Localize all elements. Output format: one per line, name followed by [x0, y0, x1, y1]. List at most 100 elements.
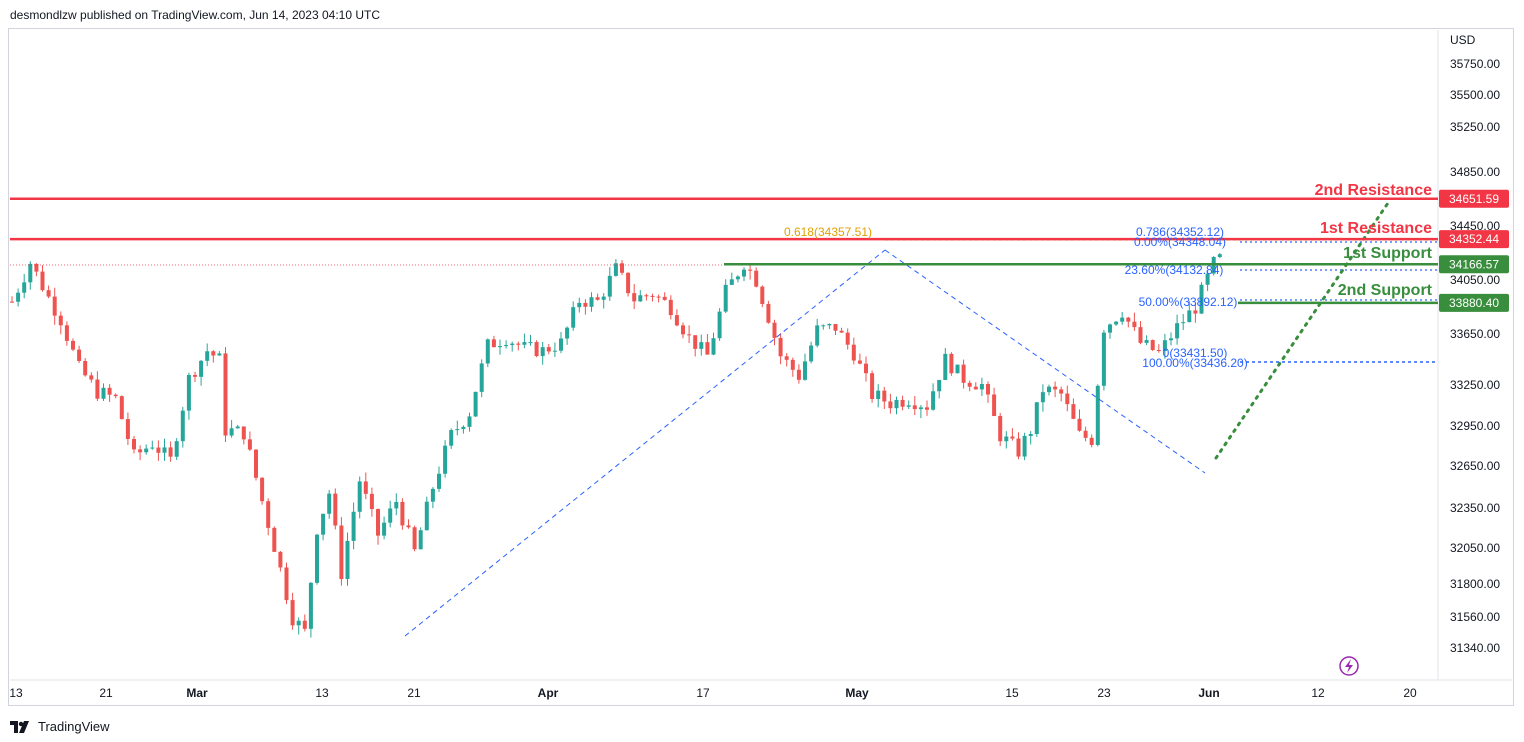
candle-body [16, 292, 21, 302]
time-tick-label: 21 [99, 686, 113, 700]
candle-body [1217, 254, 1222, 258]
candle-body [260, 477, 265, 502]
lightning-icon[interactable] [1339, 656, 1359, 676]
candle-body [681, 325, 685, 335]
candle-body [559, 338, 563, 351]
candle-body [943, 353, 948, 380]
candle-body [498, 346, 502, 348]
time-tick-label: 21 [407, 686, 421, 700]
candle-body [1108, 324, 1112, 333]
brand-name: TradingView [38, 719, 110, 734]
candle-body [424, 501, 429, 531]
candle-body [760, 286, 765, 304]
candle-body [266, 501, 271, 528]
tradingview-logo-icon [10, 720, 29, 733]
time-axis[interactable]: 13 21 Mar 13 21 Apr 17 May 15 23 Jun 12 20 [9, 686, 1417, 700]
candle-body [729, 279, 734, 285]
candle-body [1193, 310, 1198, 314]
candle-body [400, 501, 405, 526]
candle-body [1156, 349, 1161, 352]
candle-body [723, 284, 728, 312]
candle-body [583, 302, 588, 307]
candle-body [339, 525, 344, 580]
candle-body [803, 361, 807, 380]
candle-body [1053, 386, 1058, 390]
price-tick-label: 32950.00 [1450, 419, 1500, 433]
time-tick-label: 13 [315, 686, 329, 700]
candle-body [345, 540, 350, 580]
price-tick-label: 34050.00 [1450, 273, 1500, 287]
candle-body [986, 384, 990, 395]
candle-body [119, 396, 124, 420]
trendline-support[interactable] [1214, 198, 1392, 460]
fib-level-label: 0(33431.50) [1163, 346, 1228, 360]
candle-body [961, 364, 966, 383]
candle-body [162, 447, 167, 453]
candle-body [546, 347, 551, 352]
candle-body [613, 263, 618, 276]
candle-body [662, 296, 667, 300]
candle-body [10, 301, 14, 303]
level-price-text: 33880.40 [1449, 296, 1499, 310]
candle-body [833, 323, 838, 331]
price-tick-label: 35500.00 [1450, 88, 1500, 102]
fib-level-label: 0.00%(34348.04) [1134, 235, 1226, 249]
candle-body [1004, 436, 1009, 442]
candle-body [1047, 386, 1051, 393]
fib-level-label: 0.786(34352.12) [1136, 225, 1224, 239]
candle-body [205, 351, 210, 361]
candle-body [595, 297, 600, 300]
candle-body [650, 295, 655, 297]
candle-body [1071, 404, 1076, 419]
candle-body [363, 481, 368, 494]
candle-body [394, 501, 399, 509]
candle-body [772, 322, 777, 338]
level-price-badge [1439, 189, 1509, 208]
candle-body [254, 449, 258, 478]
candle-body [620, 263, 624, 273]
candle-body [406, 525, 411, 528]
time-tick-label: Apr [538, 686, 559, 700]
candle-body [150, 447, 155, 449]
candle-body [83, 360, 88, 376]
candle-body [247, 439, 252, 450]
candle-body [241, 426, 246, 440]
candle-body [180, 410, 185, 442]
candle-body [864, 363, 868, 374]
candle-body [894, 399, 899, 409]
candle-body [1010, 436, 1015, 439]
price-axis[interactable]: 35750.00 35500.00 35250.00 34850.00 34450.00… [1450, 57, 1500, 655]
candle-body [1162, 340, 1167, 352]
candle-body [815, 325, 820, 346]
price-tick-label: 35750.00 [1450, 57, 1500, 71]
price-tick-label: 31340.00 [1450, 641, 1500, 655]
candle-body [687, 334, 692, 336]
candle-body [156, 447, 161, 453]
fib-labels: 0.618(34357.51) 0.786(34352.12)0.00%(3434… [784, 225, 1248, 370]
candle-body [1150, 340, 1155, 350]
candle-body [235, 426, 240, 429]
level-name: 1st Support [1343, 245, 1433, 262]
fib-level-label: 50.00%(33892.12) [1139, 295, 1238, 309]
candle-body [290, 600, 295, 626]
candle-body [284, 567, 289, 601]
fib-retracement-line-b[interactable] [884, 249, 1206, 474]
candle-body [937, 379, 942, 392]
fib-retracement-line-a[interactable] [404, 249, 886, 637]
candle-body [138, 449, 143, 453]
fib-level-label: 100.00%(33436.20) [1142, 356, 1247, 370]
candle-body [412, 527, 417, 550]
price-tick-label: 33250.00 [1450, 378, 1500, 392]
candle-body [857, 360, 862, 364]
candle-body [113, 394, 118, 397]
candle-body [278, 551, 283, 568]
candle-body [717, 311, 722, 339]
price-tick-label: 32650.00 [1450, 459, 1500, 473]
candle-body [522, 342, 527, 345]
candle-body [668, 299, 673, 316]
price-tick-label: 34850.00 [1450, 165, 1500, 179]
tradingview-brand[interactable]: TradingView [10, 719, 110, 734]
candle-body [107, 387, 112, 395]
candle-body [1040, 392, 1045, 403]
